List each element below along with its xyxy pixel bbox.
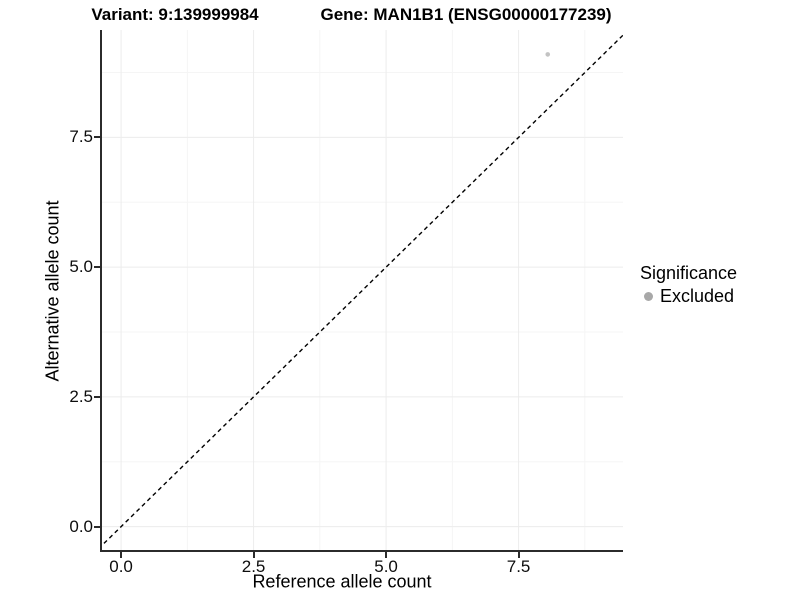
x-axis-tick	[120, 552, 123, 558]
x-axis-tick-label: 7.5	[506, 557, 531, 576]
identity-line	[102, 34, 623, 547]
legend-item-excluded: Excluded	[640, 286, 737, 307]
y-axis-tick	[94, 395, 100, 398]
x-axis-tick-label: 2.5	[241, 557, 266, 576]
y-axis-tick	[94, 136, 100, 139]
legend-title: Significance	[640, 263, 738, 283]
x-axis-title: Reference allele count	[252, 571, 432, 592]
legend: Significance Excluded	[640, 263, 737, 307]
excluded-point-icon	[644, 292, 653, 301]
data-point	[545, 52, 551, 57]
x-axis-tick	[252, 552, 255, 558]
x-axis-tick-label: 5.0	[374, 557, 398, 576]
legend-item-label: Excluded	[660, 286, 735, 306]
x-axis-tick	[385, 552, 388, 558]
x-axis-tick-label: 0.0	[109, 557, 133, 576]
y-axis-tick-label: 7.5	[69, 127, 93, 147]
plot-canvas	[102, 30, 623, 550]
y-axis-tick-label: 5.0	[69, 257, 93, 277]
x-axis-tick	[517, 552, 520, 558]
gene-title: Gene: MAN1B1 (ENSG00000177239)	[320, 5, 612, 24]
y-axis-tick	[94, 266, 100, 269]
variant-title: Variant: 9:139999984	[91, 5, 259, 24]
y-axis-tick-label: 2.5	[69, 386, 93, 406]
y-axis-title: Alternative allele count	[42, 200, 63, 382]
y-axis-tick-label: 0.0	[69, 516, 93, 536]
y-axis-tick	[94, 525, 100, 528]
